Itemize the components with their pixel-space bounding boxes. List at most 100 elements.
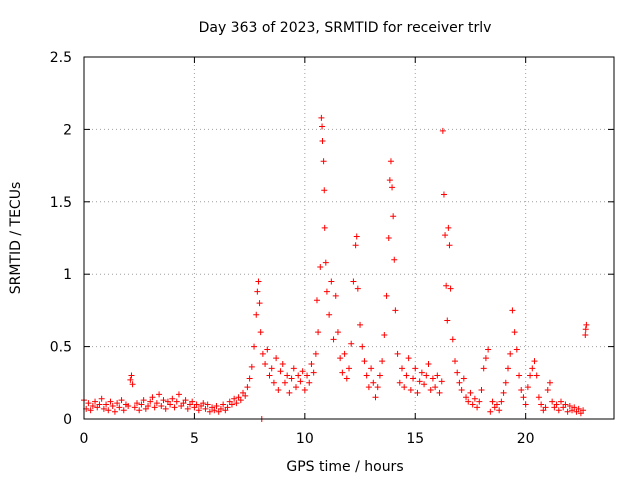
data-point [145,402,152,409]
data-point [105,407,112,414]
data-point [442,232,449,239]
data-point [290,365,297,372]
data-point [352,242,359,249]
data-point [318,114,325,121]
x-tick-label: 20 [517,431,535,447]
data-point [446,242,453,249]
data-point [389,184,396,191]
data-point [444,317,451,324]
data-point [546,379,553,386]
data-point [359,343,366,350]
data-point [184,405,191,412]
data-point [228,401,235,408]
data-point [128,372,135,379]
y-tick-label: 1 [63,267,72,283]
data-point [500,389,507,396]
data-point [131,404,138,411]
data-point [396,379,403,386]
data-point [297,378,304,385]
data-point [416,378,423,385]
data-point [149,394,156,401]
data-point [582,326,589,333]
data-point [92,398,99,405]
data-point [312,350,319,357]
data-point [533,372,540,379]
data-point [151,404,158,411]
data-point [361,358,368,365]
data-point [513,346,520,353]
data-point [321,224,328,231]
tick-layer [83,56,614,420]
data-point [182,397,189,404]
y-axis-label: SRMTID / TECUs [8,182,24,295]
data-point [277,368,284,375]
data-point [447,285,454,292]
data-point [394,350,401,357]
data-point [264,346,271,353]
data-point [173,398,180,405]
data-point [140,397,147,404]
data-point [167,401,174,408]
data-point [423,372,430,379]
data-point [85,400,92,407]
data-point [256,300,263,307]
data-point [273,355,280,362]
data-point [374,384,381,391]
data-point [262,360,269,367]
data-point [348,340,355,347]
data-point [516,372,523,379]
data-point [399,365,405,372]
data-point [162,405,169,412]
data-point [480,365,487,372]
data-point [454,369,461,376]
data-point [542,404,549,411]
data-point [582,332,589,339]
data-point [498,398,505,405]
data-point [111,408,118,415]
data-point [379,358,386,365]
data-point [127,376,134,383]
data-point [103,401,110,408]
data-point [246,375,253,382]
data-point [575,405,582,412]
data-point [522,401,529,408]
data-point [328,278,335,285]
data-point [445,224,452,231]
data-point [204,401,211,408]
data-point [357,321,364,328]
data-point [211,407,218,414]
data-point [391,256,398,263]
data-point [383,292,390,299]
data-point [387,158,394,165]
data-point [421,381,428,388]
data-point [544,387,551,394]
data-point [434,372,441,379]
data-point [440,191,447,198]
data-point [476,398,483,405]
points-layer [81,114,590,422]
data-point [279,360,286,367]
data-point [520,394,527,401]
data-point [535,394,542,401]
data-point [549,398,556,405]
data-point [322,259,329,266]
data-point [339,369,346,376]
data-point [281,379,288,386]
data-point [206,408,213,415]
data-point [87,407,94,414]
data-point [354,285,361,292]
data-point [482,355,489,362]
data-point [107,398,114,405]
data-point [487,408,494,415]
data-point [427,387,434,394]
data-point [233,400,240,407]
data-point [555,407,562,414]
data-point [452,358,458,365]
data-point [485,346,492,353]
data-point [317,263,324,270]
data-point [463,394,470,401]
data-point [502,379,509,386]
data-point [363,372,370,379]
data-point [571,404,578,411]
